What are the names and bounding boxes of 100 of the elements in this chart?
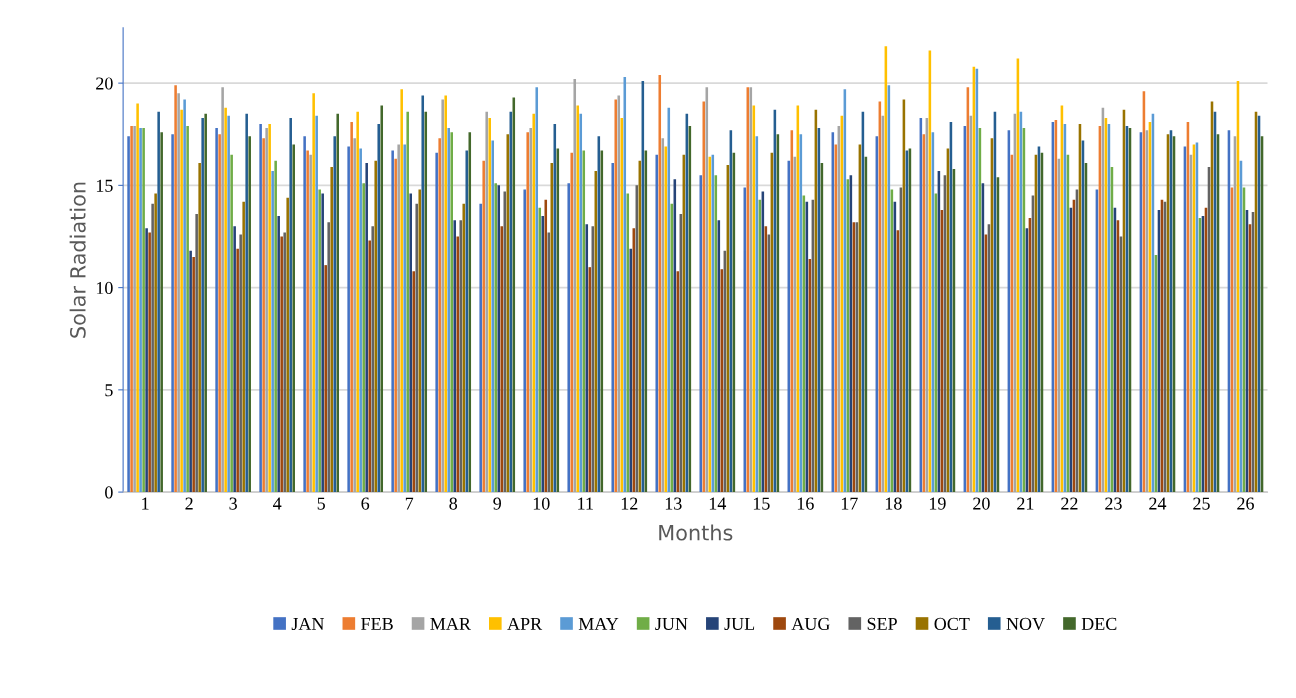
bar bbox=[318, 189, 321, 493]
legend-label: JUL bbox=[724, 617, 755, 630]
x-tick-label: 10 bbox=[533, 497, 550, 510]
x-tick-label: 17 bbox=[841, 497, 858, 510]
x-tick-label: 20 bbox=[973, 497, 990, 510]
bar bbox=[547, 232, 551, 493]
bar bbox=[582, 150, 586, 493]
x-tick-label: 23 bbox=[1105, 497, 1122, 510]
bar bbox=[277, 216, 280, 493]
x-tick-label: 7 bbox=[405, 497, 414, 510]
bar bbox=[655, 154, 659, 493]
bar bbox=[438, 138, 441, 493]
bar bbox=[368, 240, 371, 493]
bar bbox=[400, 89, 403, 493]
bar bbox=[503, 191, 507, 493]
legend-label: JUN bbox=[655, 617, 688, 630]
bar bbox=[441, 99, 444, 493]
bar bbox=[259, 124, 262, 493]
bar bbox=[485, 111, 488, 493]
bar bbox=[421, 95, 425, 493]
bar bbox=[403, 144, 406, 493]
bar bbox=[227, 115, 230, 493]
bar bbox=[576, 105, 580, 493]
bar bbox=[415, 203, 419, 493]
bar bbox=[573, 79, 577, 493]
bar bbox=[324, 265, 327, 493]
bar bbox=[312, 93, 315, 493]
x-tick-label: 11 bbox=[578, 497, 593, 510]
bar bbox=[274, 160, 277, 493]
x-axis-title: Months bbox=[659, 524, 733, 541]
bar bbox=[289, 117, 292, 493]
x-tick-label: 3 bbox=[229, 497, 237, 510]
x-tick-label: 24 bbox=[1149, 497, 1167, 510]
legend-label: FEB bbox=[361, 617, 393, 630]
bar bbox=[394, 158, 397, 493]
bar bbox=[192, 256, 195, 493]
bar bbox=[353, 138, 356, 493]
bar bbox=[160, 132, 163, 493]
bar bbox=[424, 111, 428, 493]
legend-label: JAN bbox=[291, 617, 325, 630]
bar bbox=[333, 136, 336, 493]
bar bbox=[406, 111, 409, 493]
bar bbox=[148, 232, 151, 493]
bar bbox=[356, 111, 359, 493]
bar bbox=[186, 126, 189, 493]
bar bbox=[268, 124, 271, 493]
x-tick-label: 2 bbox=[185, 497, 193, 510]
bar bbox=[365, 162, 368, 493]
bar bbox=[544, 199, 548, 493]
bar bbox=[456, 236, 460, 493]
y-tick-label: 20 bbox=[96, 77, 113, 90]
legend-label: OCT bbox=[934, 617, 970, 630]
bar bbox=[327, 222, 330, 493]
bar bbox=[362, 183, 365, 493]
x-tick-label: 13 bbox=[665, 497, 682, 510]
bar bbox=[233, 226, 236, 493]
bar bbox=[412, 271, 415, 493]
x-tick-label: 8 bbox=[449, 497, 458, 510]
y-axis-title: Solar Radiation bbox=[69, 182, 86, 338]
bar bbox=[538, 207, 542, 493]
bar bbox=[315, 115, 318, 493]
bar bbox=[151, 203, 154, 493]
bar bbox=[215, 128, 218, 493]
legend-label: MAY bbox=[578, 617, 619, 630]
bar bbox=[532, 113, 536, 493]
bar bbox=[189, 250, 192, 493]
bar bbox=[541, 216, 545, 493]
y-tick-label: 10 bbox=[96, 281, 113, 295]
bar bbox=[347, 146, 350, 493]
bar bbox=[239, 234, 242, 493]
x-tick-label: 14 bbox=[709, 497, 727, 510]
y-tick-label: 5 bbox=[105, 384, 113, 397]
bar bbox=[371, 226, 374, 493]
bar bbox=[617, 95, 621, 493]
bar bbox=[330, 166, 333, 493]
legend-label: NOV bbox=[1006, 617, 1045, 631]
bar bbox=[585, 224, 589, 493]
bar bbox=[506, 134, 510, 493]
x-tick-label: 9 bbox=[493, 497, 502, 510]
bar bbox=[198, 162, 201, 493]
bar bbox=[488, 117, 491, 493]
bar bbox=[620, 117, 624, 493]
bar bbox=[465, 150, 469, 493]
bar bbox=[218, 134, 221, 493]
bar bbox=[535, 87, 539, 493]
bar bbox=[570, 152, 574, 493]
bar bbox=[136, 103, 139, 493]
bar bbox=[174, 85, 177, 493]
bar bbox=[303, 136, 306, 493]
bar bbox=[204, 113, 207, 493]
x-tick-label: 25 bbox=[1193, 497, 1210, 510]
y-tick-label: 15 bbox=[96, 179, 113, 192]
bar bbox=[529, 128, 533, 493]
bar bbox=[271, 171, 274, 493]
bar bbox=[482, 160, 485, 493]
bar bbox=[409, 193, 412, 493]
bar bbox=[614, 99, 618, 493]
x-tick-label: 22 bbox=[1061, 497, 1078, 510]
x-tick-label: 15 bbox=[753, 497, 770, 510]
bar bbox=[336, 113, 339, 493]
